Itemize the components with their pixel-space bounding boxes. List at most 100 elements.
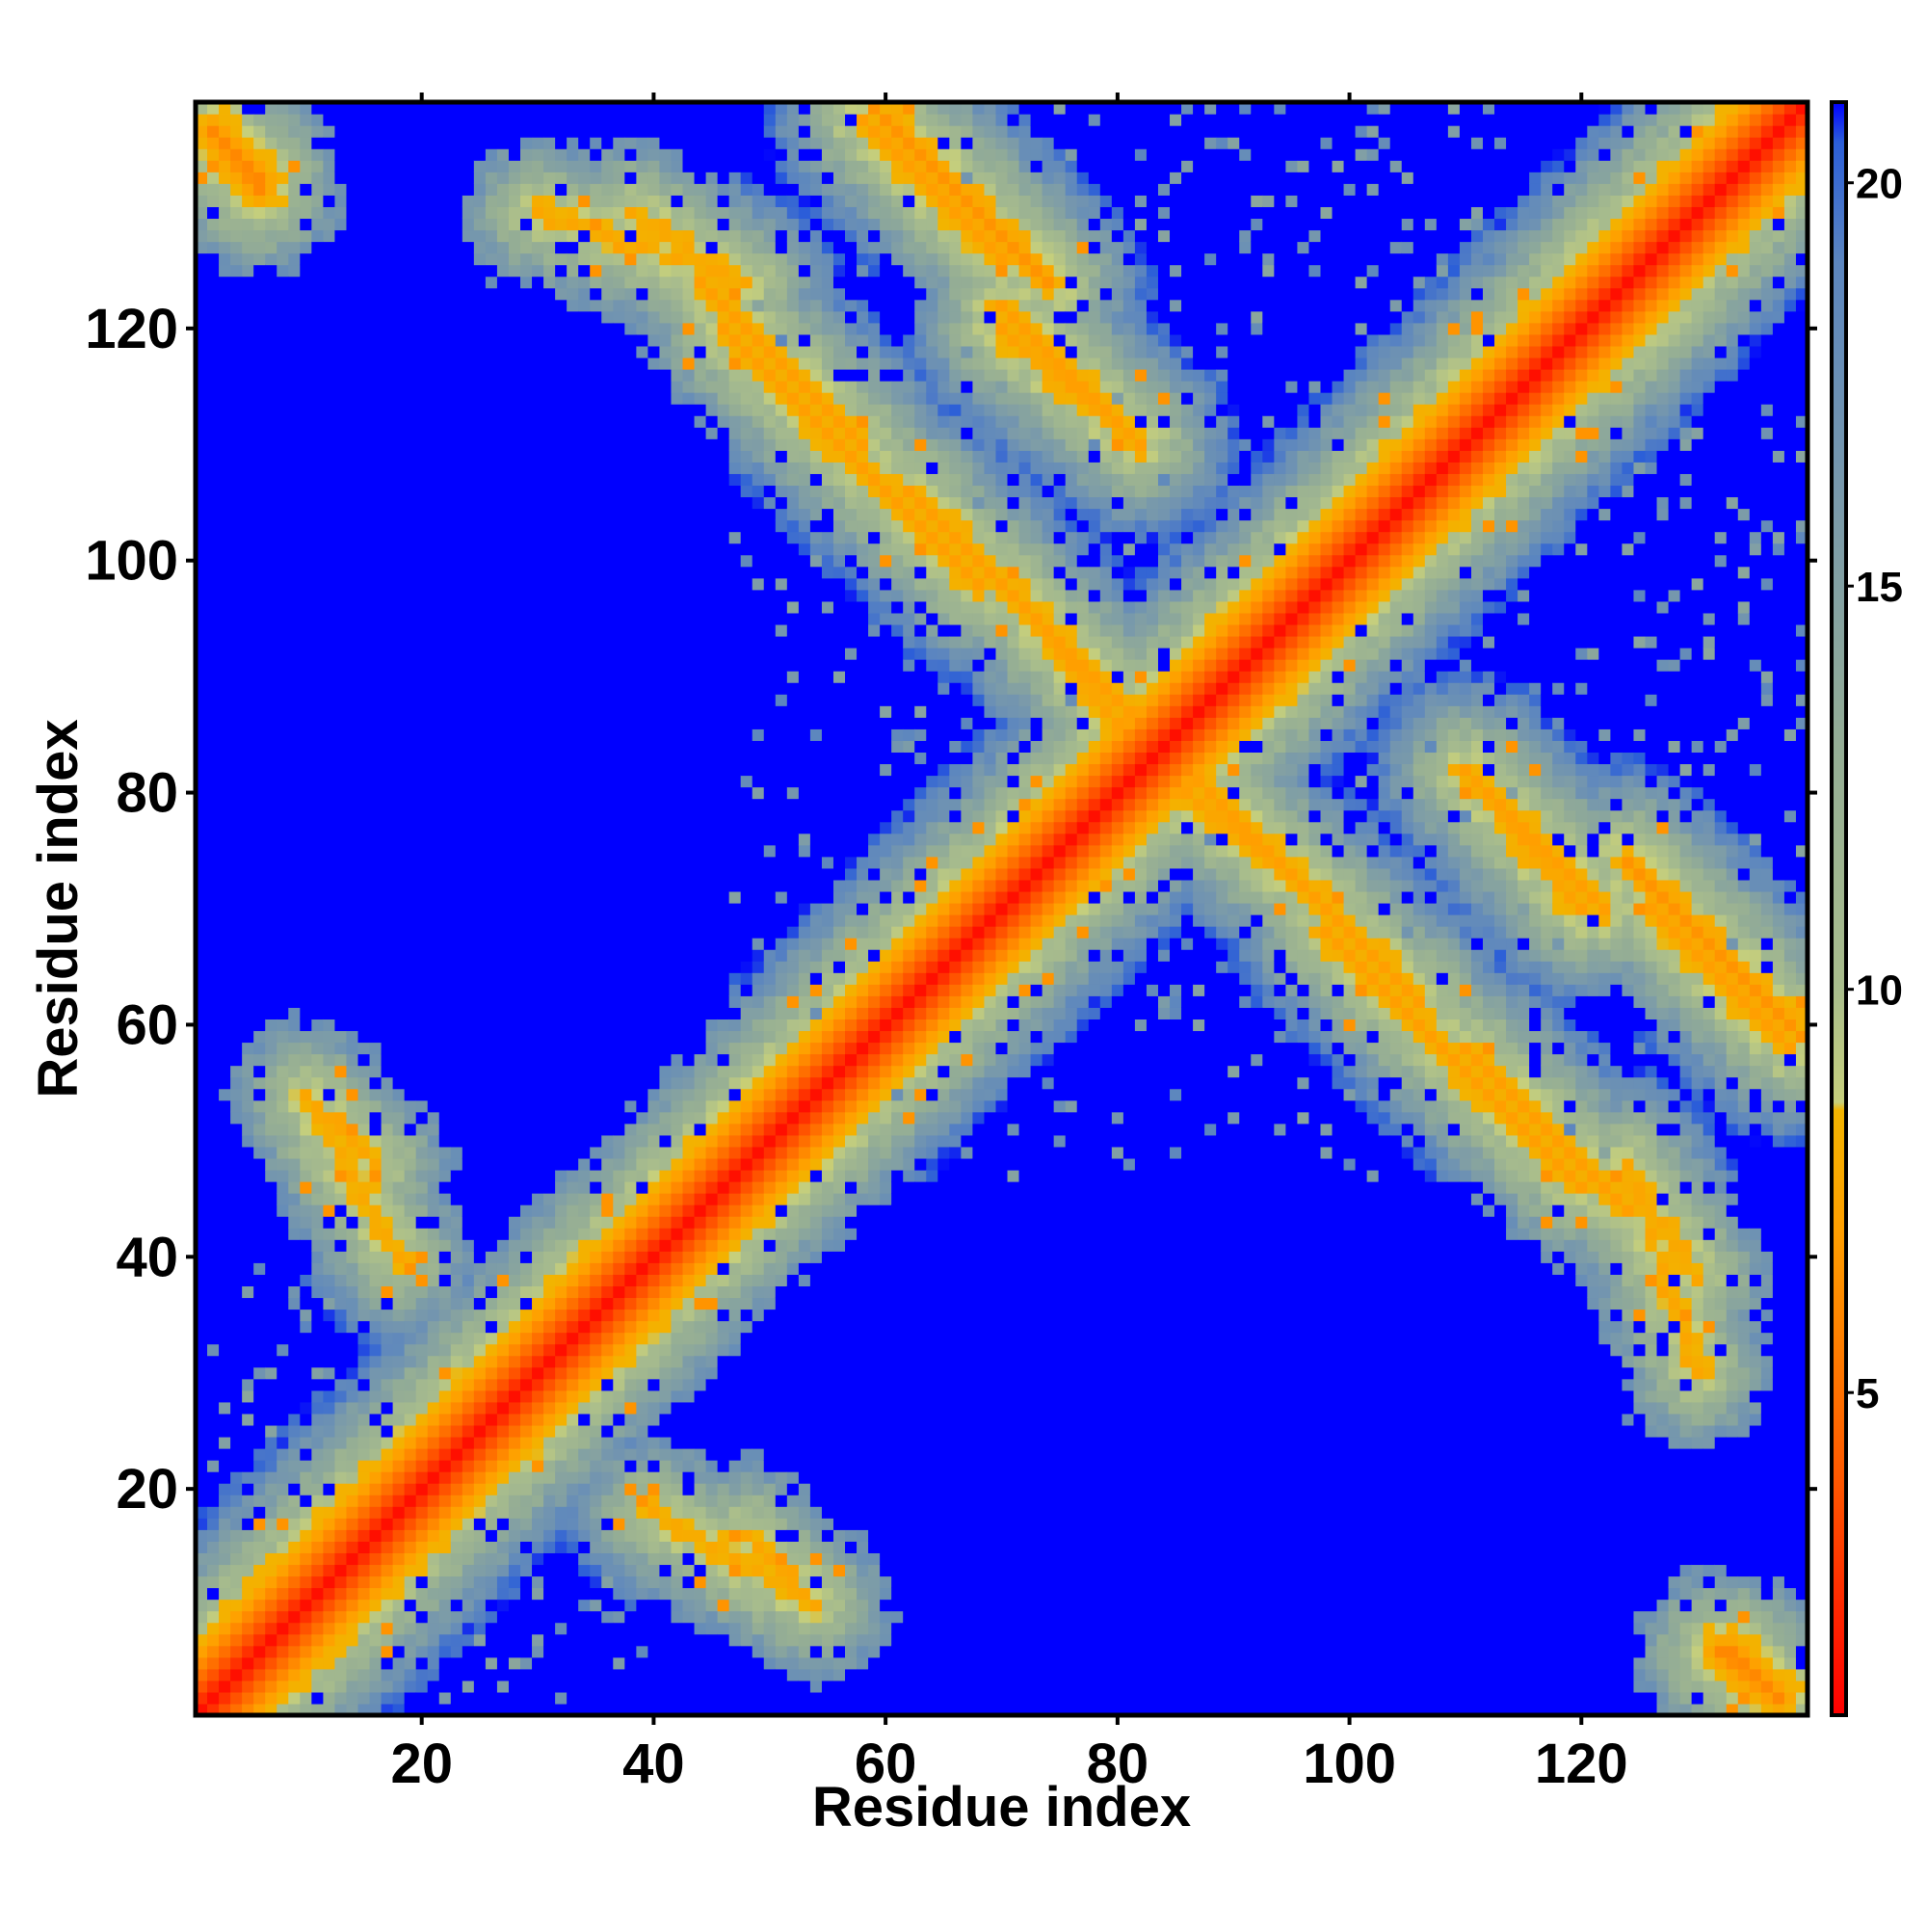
heatmap-cell: [196, 1285, 208, 1299]
heatmap-cell: [438, 1343, 452, 1357]
heatmap-cell: [462, 241, 475, 254]
heatmap-cell: [277, 752, 289, 765]
heatmap-cell: [496, 1413, 510, 1426]
heatmap-cell: [277, 252, 289, 266]
heatmap-cell: [300, 740, 312, 754]
heatmap-cell: [508, 867, 521, 881]
heatmap-cell: [485, 299, 498, 312]
heatmap-cell: [590, 995, 602, 1008]
heatmap-cell: [404, 995, 417, 1008]
heatmap-cell: [567, 148, 579, 161]
heatmap-cell: [334, 264, 348, 278]
heatmap-cell: [265, 926, 277, 939]
heatmap-cell: [288, 833, 301, 846]
heatmap-cell: [508, 1123, 521, 1136]
heatmap-cell: [300, 1076, 312, 1090]
heatmap-cell: [311, 612, 324, 625]
heatmap-cell: [323, 485, 336, 498]
heatmap-cell: [346, 1123, 359, 1136]
heatmap-cell: [508, 1274, 521, 1286]
heatmap-cell: [346, 172, 359, 184]
heatmap-cell: [496, 473, 510, 487]
heatmap-cell: [438, 427, 452, 439]
heatmap-cell: [496, 1424, 510, 1438]
heatmap-cell: [438, 890, 452, 904]
heatmap-cell: [334, 961, 348, 973]
heatmap-cell: [508, 1332, 521, 1345]
heatmap-cell: [277, 404, 289, 416]
heatmap-cell: [253, 752, 266, 765]
heatmap-cell: [369, 114, 383, 126]
heatmap-cell: [450, 1413, 463, 1426]
heatmap-cell: [196, 1204, 208, 1217]
heatmap-cell: [508, 890, 521, 904]
heatmap-cell: [438, 1332, 452, 1345]
heatmap-cell: [392, 183, 406, 196]
heatmap-cell: [253, 984, 266, 996]
heatmap-cell: [543, 1262, 556, 1275]
heatmap-cell: [404, 473, 417, 487]
heatmap-cell: [543, 1030, 556, 1044]
heatmap-cell: [265, 1228, 277, 1240]
heatmap-cell: [601, 1552, 614, 1566]
heatmap-cell: [288, 1378, 301, 1391]
heatmap-cell: [207, 427, 220, 439]
heatmap-cell: [265, 1495, 277, 1507]
heatmap-cell: [265, 554, 277, 568]
heatmap-cell: [427, 462, 440, 474]
heatmap-cell: [543, 1460, 556, 1472]
heatmap-cell: [323, 1343, 336, 1357]
heatmap-cell: [543, 1552, 556, 1566]
heatmap-cell: [438, 1111, 452, 1125]
heatmap-cell: [346, 1436, 359, 1449]
heatmap-cell: [369, 1262, 383, 1275]
heatmap-cell: [381, 1111, 394, 1125]
heatmap-cell: [219, 1146, 231, 1159]
heatmap-cell: [543, 926, 556, 939]
heatmap-cell: [230, 114, 243, 126]
heatmap-cell: [334, 786, 348, 800]
heatmap-cell: [404, 1228, 417, 1240]
heatmap-cell: [462, 554, 475, 568]
heatmap-cell: [590, 554, 602, 568]
heatmap-cell: [196, 635, 208, 648]
heatmap-cell: [601, 1633, 614, 1647]
heatmap-cell: [242, 357, 254, 370]
heatmap-cell: [323, 404, 336, 416]
heatmap-cell: [265, 1042, 277, 1055]
heatmap-cell: [265, 752, 277, 765]
heatmap-cell: [567, 554, 579, 568]
heatmap-cell: [462, 508, 475, 521]
heatmap-cell: [242, 1424, 254, 1438]
heatmap-cell: [253, 125, 266, 138]
heatmap-cell: [311, 566, 324, 579]
heatmap-cell: [311, 1506, 324, 1519]
heatmap-cell: [334, 717, 348, 729]
heatmap-cell: [242, 1575, 254, 1589]
heatmap-cell: [219, 1088, 231, 1101]
heatmap-cell: [462, 589, 475, 602]
heatmap-cell: [381, 938, 394, 950]
heatmap-cell: [450, 1309, 463, 1322]
heatmap-cell: [334, 427, 348, 439]
heatmap-cell: [369, 1633, 383, 1647]
heatmap-cell: [578, 1088, 591, 1101]
heatmap-cell: [532, 1587, 544, 1601]
heatmap-cell: [300, 368, 312, 382]
heatmap-cell: [207, 1007, 220, 1020]
heatmap-cell: [357, 612, 371, 625]
heatmap-cell: [462, 218, 475, 231]
heatmap-cell: [485, 1389, 498, 1403]
heatmap-cell: [323, 752, 336, 765]
heatmap-cell: [462, 1680, 475, 1693]
heatmap-cell: [369, 1413, 383, 1426]
heatmap-cell: [323, 1228, 336, 1240]
heatmap-cell: [543, 345, 556, 358]
heatmap-cell: [532, 1413, 544, 1426]
heatmap-cell: [404, 114, 417, 126]
heatmap-cell: [578, 1134, 591, 1148]
heatmap-cell: [567, 252, 579, 266]
heatmap-cell: [207, 357, 220, 370]
heatmap-cell: [392, 786, 406, 800]
heatmap-cell: [496, 299, 510, 312]
